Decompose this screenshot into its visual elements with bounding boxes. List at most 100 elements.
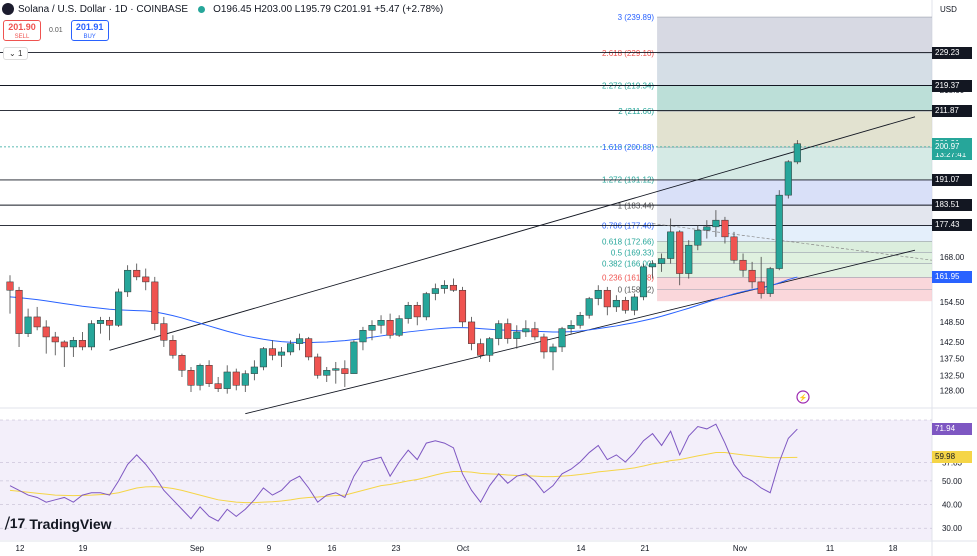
time-tick-label: 19 [79, 544, 88, 553]
price-tick-label: 142.50 [940, 338, 965, 347]
candle-body [196, 365, 204, 386]
buy-price: 201.91 [75, 22, 104, 32]
trend-dashed-line [652, 223, 933, 261]
price-axis-label: 229.23 [932, 46, 972, 59]
candle-body [757, 281, 765, 294]
candle-body [359, 330, 367, 343]
candle-body [540, 336, 548, 353]
candle-body [658, 258, 666, 264]
fib-level-label: 0.5 (169.33) [611, 248, 654, 257]
channel-upper-line [109, 116, 916, 351]
chevron-down-icon: ⌄ [9, 49, 16, 58]
candle-body [594, 289, 602, 299]
candle-body [422, 293, 430, 318]
time-tick-label: Oct [457, 544, 470, 553]
candle-body [639, 266, 648, 298]
time-tick-label: 21 [641, 544, 650, 553]
currency-label[interactable]: USD [940, 5, 957, 14]
candle-body [69, 340, 77, 348]
candle-body [703, 226, 711, 231]
candle-body [24, 316, 32, 334]
fib-zone [657, 289, 932, 302]
tradingview-brand: TradingView [29, 515, 112, 532]
candle-body [730, 236, 738, 261]
candle-body [96, 320, 105, 324]
candle-body [784, 161, 792, 196]
candle-body [712, 219, 720, 228]
candle-body [477, 343, 485, 356]
candle-body [721, 219, 729, 238]
candle-body [205, 365, 213, 384]
rsi-tick-label: 40.00 [942, 501, 963, 510]
candle-body [558, 328, 566, 348]
channel-lower-line [245, 249, 916, 415]
price-axis-label: 191.07 [932, 173, 972, 186]
candle-body [232, 371, 240, 386]
fib-zone [657, 252, 932, 264]
price-axis-value: 219.37 [935, 80, 960, 90]
candle-body [649, 263, 657, 268]
candle-body [585, 298, 593, 316]
candle-body [133, 269, 141, 278]
price-axis-label: 211.87 [932, 104, 972, 117]
fib-level-label: 2 (211.66) [618, 107, 654, 116]
time-tick-label: 18 [889, 544, 898, 553]
candle-body [277, 351, 286, 356]
symbol-title[interactable]: Solana / U.S. Dollar · 1D · COINBASE [18, 3, 189, 15]
price-tick-label: 128.00 [940, 386, 965, 395]
price-tick-label: 148.50 [940, 318, 965, 327]
candle-body [522, 328, 530, 333]
candle-body [268, 348, 276, 356]
fib-zone [657, 263, 932, 278]
sell-button[interactable]: 201.90 SELL [3, 20, 41, 41]
price-axis-label: 161.95 [932, 271, 972, 284]
candle-body [323, 370, 331, 376]
candle-body [259, 348, 267, 368]
candle-body [766, 268, 774, 294]
candle-body [6, 281, 14, 291]
candle-body [513, 331, 521, 339]
candle-body [449, 284, 457, 291]
price-axis-value: 161.95 [935, 272, 960, 282]
candle-body [350, 341, 358, 374]
candle-body [431, 288, 439, 294]
sell-label: SELL [14, 34, 30, 40]
fib-level-label: 0.236 (161.88) [602, 273, 654, 282]
price-axis-label: 183.51 [932, 199, 972, 212]
price-axis-value: 211.87 [935, 105, 959, 115]
candle-body [612, 299, 620, 308]
time-tick-label: Nov [733, 544, 747, 553]
price-axis-value: 183.51 [935, 200, 960, 210]
indicator-collapse-button[interactable]: ⌄ 1 [3, 47, 29, 60]
fib-zone [657, 205, 932, 226]
candle-body [748, 269, 756, 283]
alert-lightning-icon[interactable] [796, 390, 810, 404]
candle-body [187, 370, 195, 386]
candle-body [250, 366, 258, 374]
candle-body [440, 284, 448, 289]
candle-body [341, 368, 349, 374]
rsi-axis-label: 59.98 [932, 451, 972, 464]
candle-body [667, 231, 675, 259]
candle-body [567, 325, 575, 329]
fib-level-label: 1.618 (200.88) [602, 143, 654, 152]
candle-body [468, 321, 476, 344]
fib-level-label: 0.382 (166.00) [602, 260, 654, 269]
rsi-axis-label: 71.94 [932, 423, 972, 436]
time-tick-label: Sep [190, 544, 205, 553]
rsi-ma-line [9, 452, 798, 504]
candle-body [42, 326, 50, 338]
price-axis-value: 229.23 [935, 47, 960, 57]
buy-label: BUY [83, 34, 96, 40]
candle-body [33, 316, 41, 328]
buy-button[interactable]: 201.91 BUY [70, 20, 109, 41]
candle-body [178, 355, 186, 371]
fib-zone [657, 85, 932, 112]
candle-body [739, 259, 747, 271]
candle-body [214, 383, 222, 389]
candle-body [287, 343, 295, 353]
time-tick-label: 11 [826, 544, 835, 553]
candle-body [87, 323, 96, 348]
candle-body [630, 296, 639, 311]
